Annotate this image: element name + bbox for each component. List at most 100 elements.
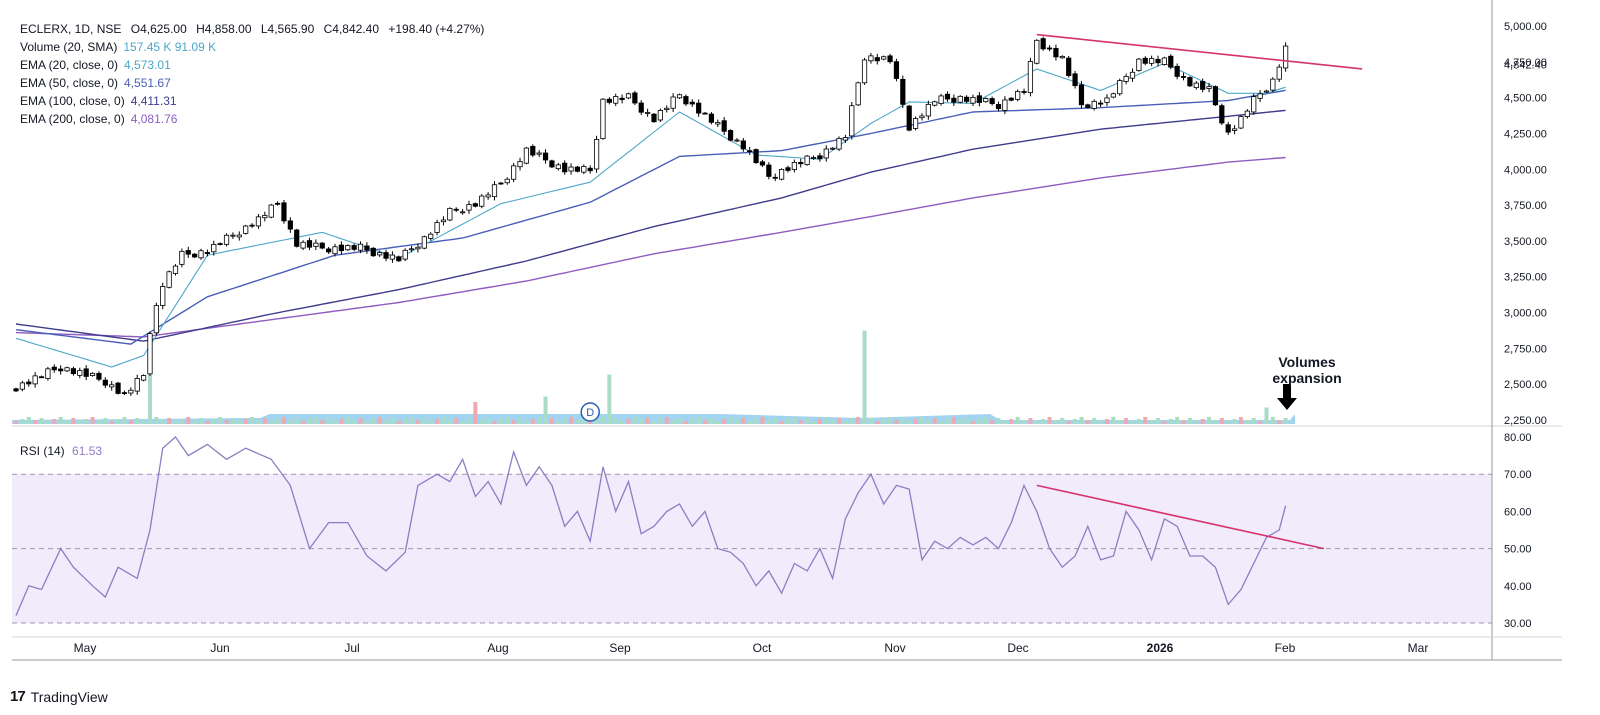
candle-body [1263,90,1270,93]
candle-body [951,97,957,103]
volume-bar [951,417,956,424]
volume-bar [779,421,784,424]
candle-body [619,97,625,101]
symbol-label[interactable]: ECLERX, 1D, NSE [20,22,122,36]
volume-bar [167,418,172,424]
volume-bar [849,419,854,424]
candle-body [1129,71,1136,79]
legend-ema50[interactable]: EMA (50, close, 0) 4,551.67 [20,74,484,92]
candle-body [1257,93,1263,99]
volume-bar [1130,421,1135,424]
candle-body [140,375,147,381]
candle-body [38,376,45,379]
rsi-legend[interactable]: RSI (14) 61.53 [20,444,102,458]
candle-body [45,368,51,379]
volume-bar [1117,420,1122,424]
volume-bar [932,418,937,424]
candle-body [485,194,491,198]
volume-bar [588,421,593,424]
candle-body [1149,58,1155,64]
volume-bar [549,418,554,424]
candle-body [919,115,925,119]
volume-bar [505,417,510,424]
time-tick-label: Oct [753,641,772,655]
candle-body [727,130,734,141]
volume-bar [492,421,497,424]
legend-ema100[interactable]: EMA (100, close, 0) 4,411.31 [20,92,484,110]
volume-bar [537,417,542,424]
candle-body [791,161,797,170]
close-tag: C [323,22,333,36]
candle-body [715,122,721,125]
indicator-label: Volume (20, SMA) [20,40,118,54]
volume-bar [671,420,676,424]
volume-bar [77,421,82,424]
candle-body [1251,96,1257,113]
down-arrow-icon [1277,384,1297,410]
rsi-tick-label: 60.00 [1504,506,1532,518]
volume-bar [205,421,210,424]
rsi-tick-label: 40.00 [1504,581,1532,593]
volume-bar [313,417,318,424]
candle-body [938,95,944,104]
candle-body [1034,39,1040,64]
rsi-label: RSI (14) [20,444,65,458]
volume-bar [773,418,778,424]
candle-body [683,96,689,105]
volume-bar [971,421,975,424]
candle-body [1168,55,1174,68]
volume-bar [135,418,140,424]
volume-bar [983,417,988,424]
volume-bar [173,421,178,424]
volume-bar [811,421,816,424]
time-tick-label: Aug [487,641,508,655]
candle-body [766,164,772,177]
candle-body [785,167,791,171]
legend-volume[interactable]: Volume (20, SMA) 157.45 K 91.09 K [20,38,484,56]
volume-bar [939,421,944,424]
volume-bar [1251,418,1256,424]
volume-spike-bar [862,330,867,424]
candle-body [274,202,281,205]
volume-bar [415,420,420,424]
candle-body [664,107,670,110]
legend-ema200[interactable]: EMA (200, close, 0) 4,081.76 [20,110,484,128]
candle-body [1219,105,1225,124]
candle-body [517,161,523,168]
candle-body [326,248,332,253]
candle-body [600,98,606,140]
candle-body [428,233,434,239]
volume-bar [530,419,535,424]
legend-ema20[interactable]: EMA (20, close, 0) 4,573.01 [20,56,484,74]
candle-body [172,265,179,274]
time-tick-label: Mar [1408,641,1429,655]
candle-body [861,59,868,84]
volume-bar [1073,419,1078,424]
candle-body [453,208,459,211]
ohlc-row: ECLERX, 1D, NSE O4,625.00 H4,858.00 L4,5… [20,20,484,38]
price-tick-label: 4,750.00 [1504,57,1547,69]
candle-body [13,388,19,392]
volume-bar [728,417,733,424]
candle-body [64,367,70,372]
candle-body [198,250,204,259]
footer-brand[interactable]: 17 TradingView [10,688,108,705]
candle-body [874,57,880,62]
candle-body [211,244,217,253]
indicator-value: 157.45 K 91.09 K [123,40,217,54]
volume-bar [269,421,274,424]
volume-bar [1149,420,1154,424]
indicator-label: EMA (50, close, 0) [20,76,119,90]
candle-body [1066,57,1072,76]
volume-bar [1270,417,1275,424]
volume-bar [703,420,708,424]
dividend-marker-label: D [586,407,594,419]
tradingview-logo-icon: 17 [10,688,26,705]
volume-bar [320,420,325,424]
rsi-value: 61.53 [72,444,103,458]
candle-body [153,305,159,334]
candle-body [638,102,644,113]
volume-bar [658,419,663,424]
price-tick-label: 5,000.00 [1504,21,1547,33]
